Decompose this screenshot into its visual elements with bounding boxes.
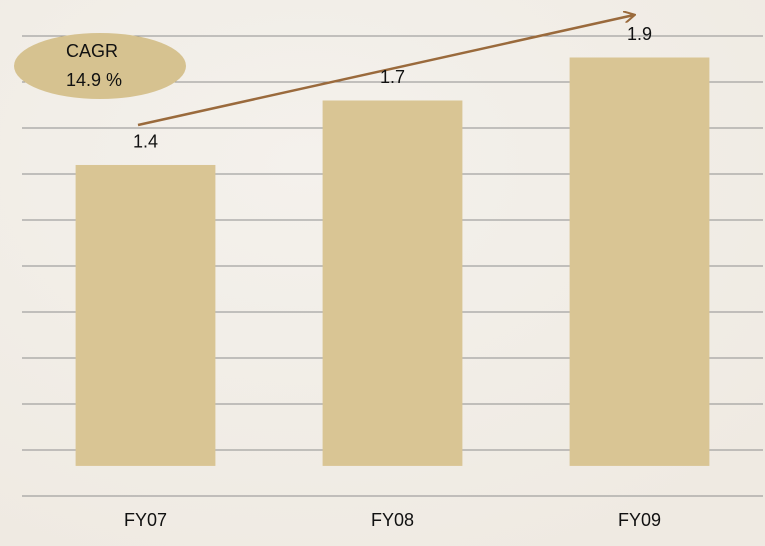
bar	[75, 164, 216, 466]
growth-arrow	[137, 15, 634, 127]
cagr-value: 14.9 %	[66, 70, 122, 90]
value-label: 1.4	[133, 132, 158, 152]
bar	[322, 100, 463, 466]
x-tick-label: FY09	[618, 510, 661, 530]
x-tick-label: FY07	[124, 510, 167, 530]
bar	[569, 57, 710, 466]
bars	[75, 57, 710, 466]
cagr-label: CAGR	[66, 41, 118, 61]
x-tick-label: FY08	[371, 510, 414, 530]
value-label: 1.7	[380, 67, 405, 87]
cagr-badge	[14, 33, 186, 99]
value-label: 1.9	[627, 24, 652, 44]
